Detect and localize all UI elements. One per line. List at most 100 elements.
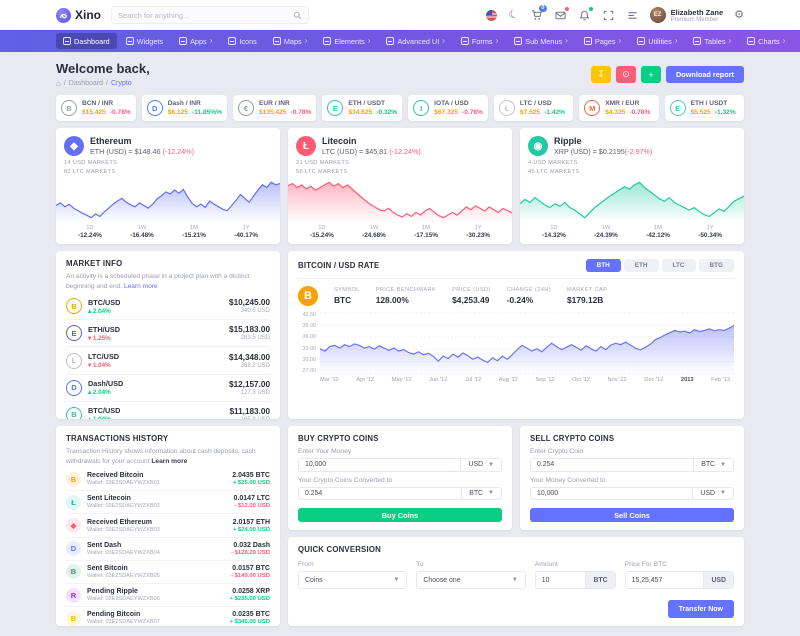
sidebar-toggle-icon[interactable] (626, 9, 639, 22)
coin-icon: I (413, 100, 430, 116)
target-icon-button[interactable]: ⊙ (616, 66, 637, 83)
market-info-description: An activity is a scheduled phase in a pr… (66, 273, 250, 290)
ticker-pair: XMR / EUR (605, 100, 640, 107)
chevron-right-icon: › (565, 36, 568, 45)
market-change: 2.04% (88, 308, 120, 315)
cart-icon[interactable]: 0 (530, 4, 547, 22)
panel-title: Buy Crypto Coins (298, 434, 379, 443)
page-title: Welcome back, (56, 61, 150, 76)
stat-change: -0.24% (506, 295, 534, 305)
currency-select[interactable]: BTC ▼ (461, 487, 501, 500)
buy-converted-input[interactable]: 0.254 BTC ▼ (298, 486, 502, 501)
sell-coin-input[interactable]: 0.254 BTC ▼ (530, 458, 734, 472)
nav-item-icon (583, 37, 592, 45)
price-input[interactable]: 15,25,457 USD (624, 571, 735, 589)
add-button[interactable]: + (641, 66, 662, 83)
home-icon[interactable]: ⌂ (56, 79, 61, 88)
ticker-price: $6.125 (167, 109, 188, 116)
coin-icon: B (66, 298, 82, 315)
fullscreen-icon[interactable] (602, 9, 615, 22)
x-tick: Dec '12 (644, 377, 664, 383)
ticker-price: $15.425 (82, 109, 106, 116)
rate-tab[interactable]: ETH (623, 259, 659, 272)
dark-mode-icon[interactable]: ☾ (506, 7, 521, 22)
mail-icon[interactable] (554, 6, 569, 22)
nav-item[interactable]: Tables › (686, 33, 738, 49)
settings-gear-icon[interactable]: ⚙ (734, 8, 744, 21)
rate-tab[interactable]: BTH (585, 259, 621, 272)
nav-item[interactable]: Sub Menus › (507, 33, 575, 49)
transaction-wallet: Wallet: 03E2SDAEYWZXB06 (87, 596, 160, 603)
to-select[interactable]: Choose one ▼ (416, 571, 526, 589)
coin-icon: D (66, 379, 82, 396)
learn-more-link[interactable]: Learn more (151, 457, 188, 465)
market-sub-value: 368.2 USD (240, 362, 270, 369)
market-change: 1.04% (88, 416, 120, 419)
sell-converted-input[interactable]: 10,000 USD ▼ (530, 486, 734, 501)
nav-item-label: Dashboard (74, 36, 110, 46)
sell-coins-button[interactable]: Sell Coins (530, 508, 734, 522)
nav-item-label: Forms (471, 36, 493, 46)
market-pair: Dash/USD (88, 379, 124, 389)
transaction-row: B Received Bitcoin Wallet: 03E2SDAEYWZXB… (66, 468, 270, 490)
nav-item[interactable]: Maps › (266, 33, 315, 49)
nav-item[interactable]: Charts › (740, 33, 792, 49)
user-menu[interactable]: EZ Elizabeth Zane Premium Member (649, 7, 723, 23)
nav-item[interactable]: Apps › (172, 33, 219, 49)
download-icon-button[interactable]: ↧ (591, 66, 612, 83)
chevron-right-icon: › (674, 36, 678, 45)
learn-more-link[interactable]: Learn more (123, 282, 158, 290)
panel-title: Sell Crypto Coins (530, 434, 615, 443)
coin-icon: E (327, 100, 344, 116)
chevron-down-icon: ▼ (511, 577, 518, 583)
ticker-pair: BCN / INR (82, 100, 114, 107)
market-row: B BTC/USD 1.04% $11,183.00 165.8 USD (66, 400, 270, 419)
currency-select[interactable]: USD ▼ (692, 487, 733, 500)
x-tick: Jun '12 (429, 377, 448, 383)
transactions-description: Transaction History shows information ab… (66, 448, 256, 465)
brand[interactable]: Xino (56, 7, 101, 23)
transaction-amount: 0.0235 BTC (232, 611, 270, 619)
language-flag-icon[interactable] (485, 9, 498, 22)
coin-card-title: Ripple (554, 136, 582, 146)
nav-item-icon (323, 37, 332, 45)
nav-item[interactable]: Forms › (454, 33, 505, 49)
x-axis-labels: Mar '12 Apr '12 May '12 Jun '12 Jul '12 Aug '… (320, 377, 734, 383)
nav-item[interactable]: Utilities › (630, 33, 684, 49)
nav-item[interactable]: Elements › (316, 33, 377, 49)
breadcrumb-dashboard[interactable]: Dashboard (68, 80, 104, 87)
ticker-price: $135.425 (258, 109, 287, 116)
buy-coins-button[interactable]: Buy Coins (298, 508, 502, 522)
chevron-right-icon: › (782, 36, 786, 45)
transaction-row: R Pending Ripple Wallet: 03E2SDAEYWZXB06… (66, 583, 270, 606)
transaction-amount: 2.0435 BTC (232, 472, 270, 480)
rate-tab[interactable]: LTC (661, 259, 696, 272)
nav-item[interactable]: Advanced UI › (379, 33, 451, 49)
rate-tab[interactable]: BTG (698, 259, 734, 272)
from-select[interactable]: Coins ▼ (298, 571, 408, 589)
nav-item[interactable]: Icons › (221, 33, 263, 49)
coin-icon: B (66, 610, 81, 626)
y-tick: 33.00 (302, 345, 317, 352)
amount-input[interactable]: 10 BTC (534, 571, 616, 589)
nav-item[interactable]: Dashboard › (56, 33, 117, 49)
market-info-list: B BTC/USD 2.04% $10,245.00 340.5 USD E (66, 293, 270, 419)
currency-select[interactable]: BTC ▼ (693, 459, 733, 471)
nav-item[interactable]: Pages › (577, 33, 628, 49)
notifications-bell-icon[interactable] (578, 6, 593, 22)
buy-money-input[interactable]: 10,000 USD ▼ (298, 458, 502, 472)
download-report-button[interactable]: Download report (666, 66, 744, 83)
transaction-amount: 0.0258 XRP (232, 588, 270, 596)
transaction-row: B Pending Bitcoin Wallet: 03E2SDAEYWZXB0… (66, 606, 270, 626)
nav-item[interactable]: Widgets › (119, 33, 170, 49)
transfer-now-button[interactable]: Transfer Now (667, 600, 734, 618)
transactions-list: B Received Bitcoin Wallet: 03E2SDAEYWZXB… (66, 468, 270, 626)
currency-select[interactable]: USD ▼ (460, 459, 501, 471)
transaction-title: Received Ethereum (87, 518, 152, 526)
coin-card-subtitle: ETH (USD) = $148.46 (-12.24%) (90, 147, 195, 156)
ticker-change: -0.78% (629, 109, 651, 116)
transaction-change: - $12.00 USD (234, 503, 270, 510)
chevron-right-icon: › (495, 36, 499, 45)
search-input[interactable]: Search for anything... (111, 6, 309, 24)
coin-card-footer: 1D -12.24% 1W -16.48% 1M -15.21% 1Y -40.17% (78, 225, 258, 239)
